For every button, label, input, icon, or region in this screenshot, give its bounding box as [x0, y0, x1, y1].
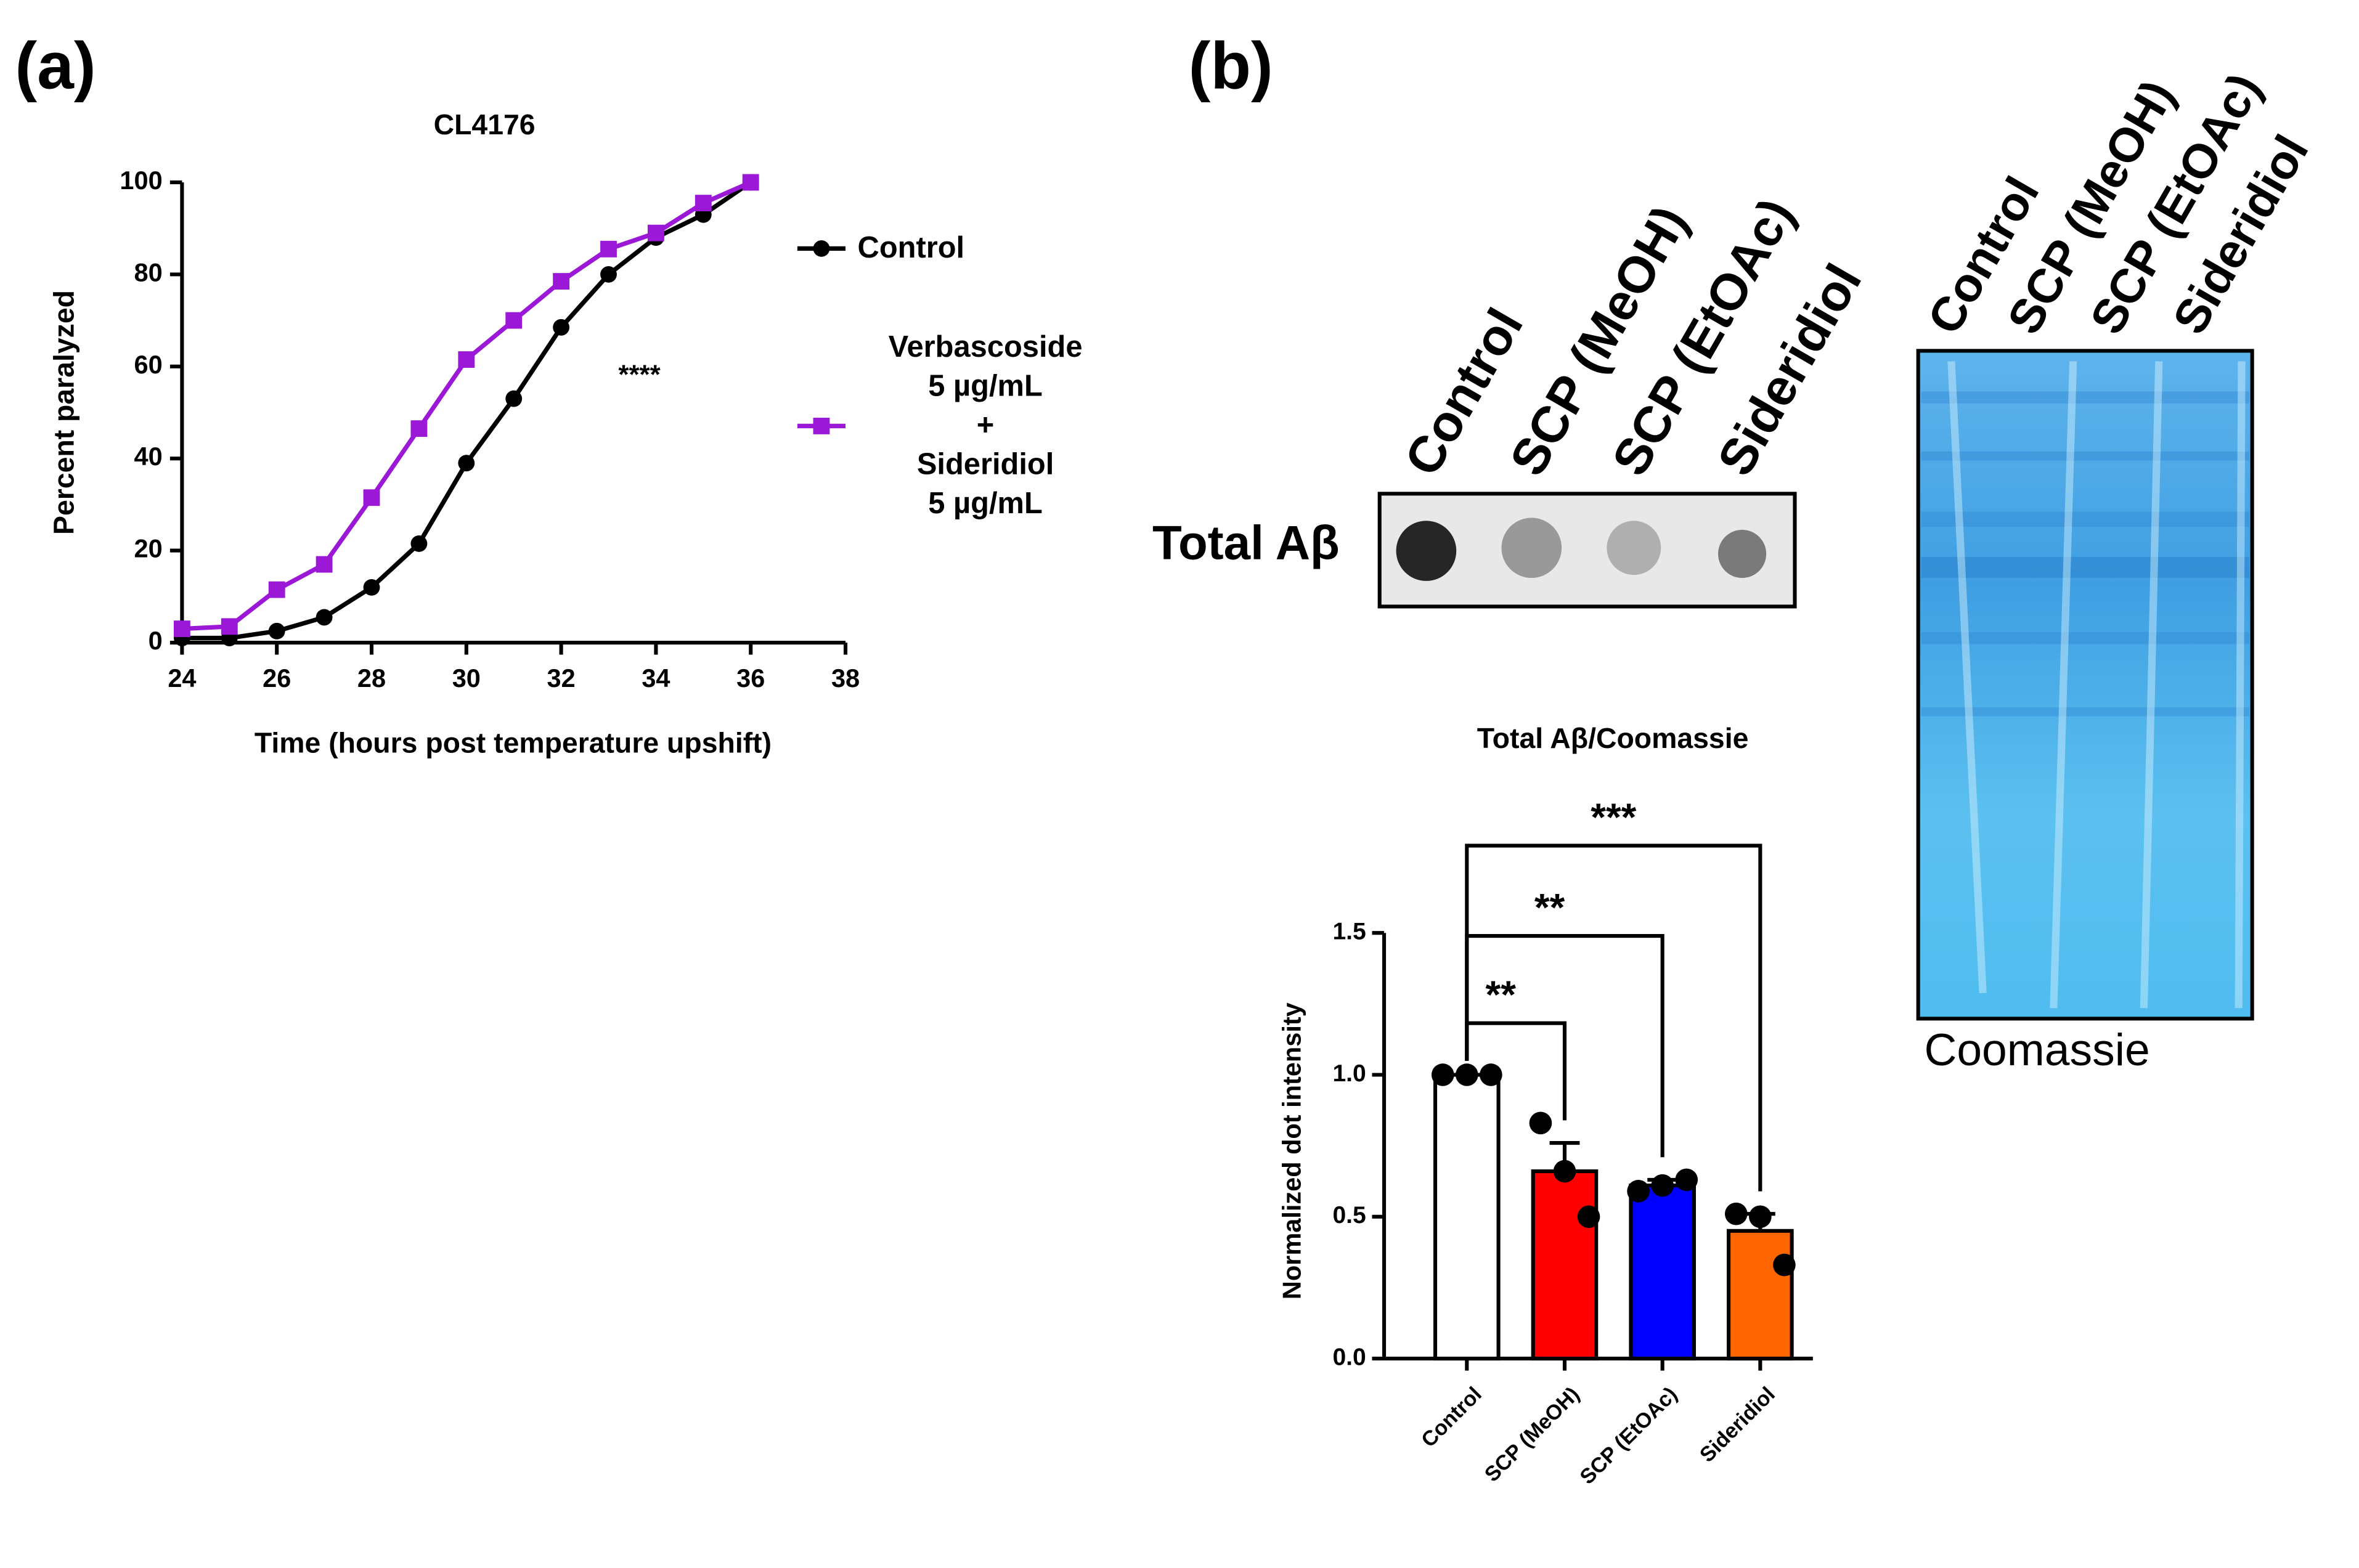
x-tick-label: 36	[736, 664, 765, 693]
replicate-point	[1724, 1202, 1748, 1225]
x-tick-label: Sideridiol	[1695, 1383, 1780, 1467]
chart-title: CL4176	[434, 108, 536, 140]
legend-label-box: Control	[857, 232, 965, 266]
data-point	[363, 579, 380, 596]
data-point	[410, 535, 428, 552]
y-tick-label: 0.5	[1332, 1202, 1366, 1229]
x-tick-label: 30	[452, 664, 481, 693]
data-point	[553, 273, 570, 290]
data-point	[458, 351, 475, 368]
x-tick-label: 38	[831, 664, 860, 693]
legend-label-box: Verbascoside 5 µg/mL + Sideridiol 5 µg/m…	[888, 331, 1083, 521]
significance-bracket	[1465, 843, 1762, 1192]
data-point	[695, 195, 712, 212]
significance-label: **	[1486, 973, 1517, 1017]
data-point	[316, 556, 333, 573]
blot-dot	[1717, 529, 1767, 579]
x-tick-label: 32	[547, 664, 576, 693]
replicate-point	[1577, 1205, 1600, 1229]
x-tick-label: Control	[1417, 1383, 1486, 1452]
x-tick-label: 34	[642, 664, 670, 693]
data-point	[600, 240, 617, 258]
data-point	[600, 266, 617, 283]
data-point	[316, 609, 333, 626]
y-tick-label: 100	[120, 166, 162, 195]
y-tick-label: 80	[134, 258, 162, 286]
blot-dot	[1396, 521, 1457, 581]
y-axis-label: Normalized dot intensity	[1277, 1002, 1306, 1299]
significance-label: **	[1534, 886, 1565, 929]
data-point	[268, 622, 285, 640]
y-tick-label: 0.0	[1332, 1344, 1366, 1370]
series-line	[182, 180, 752, 641]
replicate-point	[1675, 1168, 1698, 1192]
chart-title: Total Aβ/Coomassie	[1477, 722, 1749, 754]
data-point	[647, 224, 664, 242]
panel-label: (b)	[1189, 29, 1273, 103]
replicate-point	[1749, 1205, 1772, 1229]
x-tick-label: 26	[263, 664, 291, 693]
replicate-point	[1431, 1063, 1454, 1086]
gel-bands	[1921, 391, 2249, 717]
data-point	[553, 319, 570, 336]
bar	[1433, 1073, 1501, 1361]
x-tick-label: 28	[357, 664, 386, 693]
bar	[1531, 1169, 1599, 1361]
replicate-point	[1627, 1180, 1650, 1203]
blot-dot	[1607, 521, 1661, 575]
panel-label: (a)	[15, 29, 96, 103]
replicate-point	[1480, 1063, 1502, 1086]
gel-streaks	[1947, 361, 2246, 1009]
data-point	[505, 312, 523, 329]
bar	[1727, 1229, 1794, 1361]
significance-label: ***	[1591, 796, 1636, 839]
annotation: ****	[618, 360, 661, 390]
x-axis-label: Time (hours post temperature upshift)	[255, 726, 772, 758]
y-tick-label: 1.5	[1332, 919, 1366, 945]
replicate-point	[1553, 1160, 1576, 1183]
replicate-point	[1529, 1111, 1552, 1135]
legend-marker	[813, 418, 830, 434]
legend-label: Verbascoside 5 µg/mL + Sideridiol 5 µg/m…	[888, 331, 1083, 521]
y-tick-label: 20	[134, 534, 162, 563]
replicate-point	[1455, 1063, 1478, 1086]
data-point	[268, 581, 285, 598]
data-point	[221, 618, 238, 635]
data-point	[458, 455, 475, 472]
blot-row-label: Total Aβ	[1152, 515, 1340, 569]
replicate-point	[1773, 1253, 1796, 1277]
x-tick-label: SCP (MeOH)	[1480, 1383, 1584, 1487]
gel	[1916, 349, 2254, 1021]
y-tick-label: 60	[134, 350, 162, 379]
data-point	[742, 174, 759, 191]
x-tick-label: SCP (EtOAc)	[1576, 1383, 1682, 1489]
data-point	[173, 620, 190, 638]
data-point	[410, 420, 428, 437]
y-tick-label: 0	[149, 626, 163, 655]
y-tick-label: 40	[134, 442, 162, 471]
y-tick-label: 1.0	[1332, 1060, 1366, 1087]
replicate-point	[1651, 1174, 1674, 1197]
data-point	[363, 489, 380, 506]
x-tick-label: 24	[168, 664, 196, 693]
y-axis-label: Percent paralyzed	[48, 290, 80, 535]
bar	[1629, 1184, 1696, 1361]
data-point	[505, 390, 523, 407]
legend-label: Control	[857, 232, 965, 266]
blot-dot	[1501, 518, 1562, 579]
gel-label: Coomassie	[1924, 1025, 2149, 1075]
legend-marker	[813, 240, 830, 257]
series-line	[182, 180, 752, 632]
